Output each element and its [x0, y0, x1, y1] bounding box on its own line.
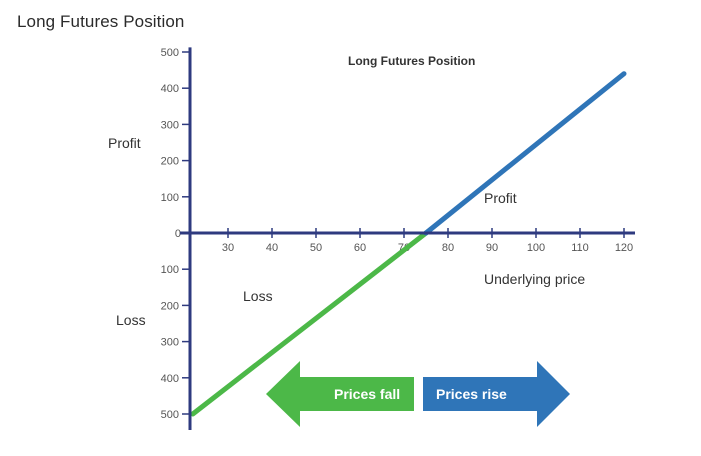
x-tick-label: 90 — [486, 242, 498, 254]
y-tick-label: 200 — [161, 300, 179, 312]
x-tick-label: 120 — [615, 242, 633, 254]
x-tick-label: 40 — [266, 242, 278, 254]
loss-axis-label: Loss — [116, 312, 146, 328]
x-tick-label: 50 — [310, 242, 322, 254]
loss-region-label: Loss — [243, 288, 273, 304]
x-axis-title: Underlying price — [484, 271, 585, 287]
y-tick-label: 400 — [161, 373, 179, 385]
prices-fall-arrow: Prices fall — [266, 361, 414, 427]
y-tick-label: 300 — [161, 119, 179, 131]
profit-payoff-line — [423, 71, 627, 236]
prices-rise-label: Prices rise — [436, 386, 507, 402]
series-layer — [190, 71, 627, 417]
y-tick-label-zero: 0 — [175, 228, 181, 240]
x-tick-label: 100 — [527, 242, 545, 254]
prices-rise-arrow-shape — [423, 361, 570, 427]
y-tick-label: 100 — [161, 192, 179, 204]
y-tick-label: 400 — [161, 83, 179, 95]
page-title: Long Futures Position — [17, 12, 185, 31]
axes-layer — [180, 47, 635, 430]
x-tick-label: 30 — [222, 242, 234, 254]
y-tick-label: 100 — [161, 264, 179, 276]
x-tick-label: 110 — [571, 242, 589, 254]
y-tick-label: 200 — [161, 156, 179, 168]
profit-axis-label: Profit — [108, 135, 141, 151]
y-tick-label: 300 — [161, 337, 179, 349]
y-tick-label: 500 — [161, 409, 179, 421]
x-tick-label: 80 — [442, 242, 454, 254]
x-tick-label: 60 — [354, 242, 366, 254]
y-tick-label: 500 — [161, 47, 179, 59]
loss-payoff-line — [190, 230, 429, 417]
prices-rise-arrow: Prices rise — [423, 361, 570, 427]
profit-region-label: Profit — [484, 190, 517, 206]
chart-title: Long Futures Position — [348, 54, 475, 68]
prices-fall-arrow-shape — [266, 361, 414, 427]
prices-fall-label: Prices fall — [334, 386, 400, 402]
